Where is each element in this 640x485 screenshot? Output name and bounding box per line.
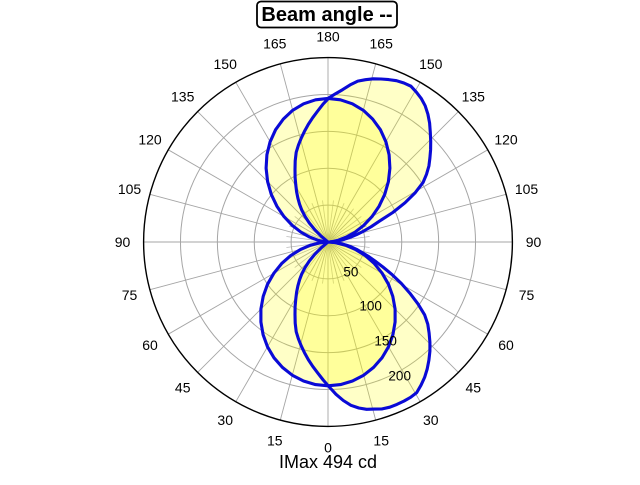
svg-text:Beam angle --: Beam angle -- [261, 4, 392, 26]
svg-text:60: 60 [498, 337, 514, 353]
svg-text:15: 15 [373, 433, 389, 449]
svg-text:150: 150 [419, 56, 443, 72]
svg-text:30: 30 [217, 412, 233, 428]
svg-text:200: 200 [388, 369, 411, 384]
svg-text:IMax 494 cd: IMax 494 cd [279, 452, 377, 472]
svg-text:150: 150 [374, 333, 397, 348]
svg-text:75: 75 [122, 287, 138, 303]
svg-text:105: 105 [118, 181, 142, 197]
svg-text:30: 30 [423, 412, 439, 428]
svg-text:45: 45 [175, 379, 191, 395]
svg-text:100: 100 [359, 298, 382, 313]
svg-text:60: 60 [142, 337, 158, 353]
svg-text:120: 120 [494, 131, 518, 147]
svg-text:75: 75 [519, 287, 535, 303]
svg-text:180: 180 [316, 29, 340, 45]
svg-text:165: 165 [370, 36, 394, 52]
svg-text:15: 15 [267, 433, 283, 449]
svg-text:150: 150 [214, 56, 238, 72]
svg-text:165: 165 [263, 36, 287, 52]
svg-text:90: 90 [526, 234, 542, 250]
svg-text:45: 45 [466, 379, 482, 395]
svg-text:135: 135 [462, 89, 486, 105]
svg-text:50: 50 [343, 264, 358, 279]
svg-text:105: 105 [515, 181, 539, 197]
svg-text:120: 120 [138, 131, 162, 147]
svg-text:90: 90 [115, 234, 131, 250]
svg-text:0: 0 [324, 440, 332, 456]
svg-text:135: 135 [171, 89, 195, 105]
